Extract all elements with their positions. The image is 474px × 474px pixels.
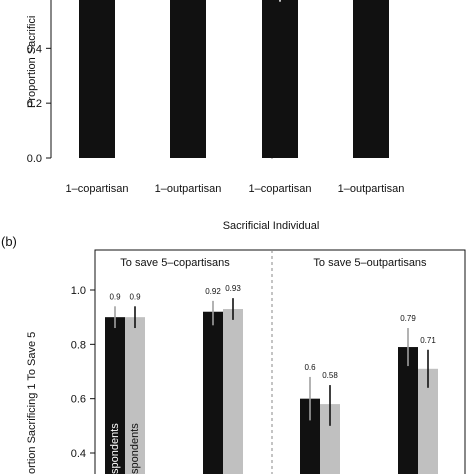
panel-a-y-ticks: 0.0 0.2 0.4 bbox=[27, 43, 51, 165]
panel-b-y-tick-label: 0.4 bbox=[71, 448, 86, 460]
panel-a-y-tick-label: 0.4 bbox=[27, 43, 42, 55]
panel-b-data-label: 0.9 bbox=[109, 292, 121, 301]
panel-b-bar-gray bbox=[125, 317, 145, 474]
panel-a: 0.00.20.4 1–copartisan 1–outpartisan 1–cop… bbox=[26, 0, 404, 232]
panel-b-group-label-copartisans: To save 5–copartisans bbox=[120, 257, 230, 269]
panel-a-x-tick-label: 1–outpartisan bbox=[338, 183, 405, 195]
panel-a-x-tick-label: 1–copartisan bbox=[249, 183, 312, 195]
panel-a-x-tick-label: 1–copartisan bbox=[66, 183, 129, 195]
panel-b-group-label-outpartisans: To save 5–outpartisans bbox=[313, 257, 427, 269]
panel-b-error-bars bbox=[114, 298, 429, 426]
panel-a-x-axis-label: Sacrificial Individual bbox=[223, 220, 320, 232]
panel-b-y-tick-label: 1.0 bbox=[71, 285, 86, 297]
panel-a-x-tick-labels: 1–copartisan 1–outpartisan 1–copartisan 1–o… bbox=[66, 183, 405, 195]
panel-a-bar bbox=[262, 0, 298, 158]
panel-b-data-label: 0.92 bbox=[205, 287, 221, 296]
panel-b-data-label: 0.6 bbox=[304, 363, 316, 372]
panel-b-bar-gray bbox=[320, 404, 340, 474]
panel-b-y-tick-label: 0.8 bbox=[71, 339, 86, 351]
panel-b-data-label: 0.9 bbox=[129, 292, 141, 301]
panel-b-bars bbox=[105, 309, 438, 474]
panel-b-data-labels: 0.9 0.9 0.92 0.93 0.6 0.58 0.79 0.71 bbox=[109, 284, 436, 380]
panel-a-y-tick-label: 0.2 bbox=[27, 98, 42, 110]
panel-b-bar-black bbox=[300, 398, 320, 474]
panel-b-bar-text-respondents-1: spondents bbox=[109, 423, 121, 474]
panel-b-label: (b) bbox=[1, 234, 17, 249]
panel-b: (b) To save 5–copartisans To save 5–outp… bbox=[1, 234, 466, 474]
panel-b-y-tick-label: 0.6 bbox=[71, 394, 86, 406]
panel-a-bar bbox=[170, 0, 206, 158]
panel-a-y-axis-label: Proportion Sacrifici bbox=[26, 16, 38, 108]
panel-b-y-ticks: 0.4 0.6 0.8 1.0 bbox=[71, 285, 95, 460]
panel-b-bar-gray bbox=[223, 309, 243, 474]
panel-b-frame bbox=[94, 249, 466, 474]
panel-b-data-label: 0.79 bbox=[400, 314, 416, 323]
panel-a-bar bbox=[353, 0, 389, 158]
panel-b-data-label: 0.58 bbox=[322, 371, 338, 380]
panel-b-data-label: 0.93 bbox=[225, 284, 241, 293]
panel-a-bars bbox=[79, 0, 389, 158]
panel-b-bar-black bbox=[203, 311, 223, 474]
panel-b-bar-gray bbox=[418, 368, 438, 474]
panel-b-y-axis-label: ortion Sacrificing 1 To Save 5 bbox=[26, 332, 38, 474]
panel-a-y-tick-label: 0.0 bbox=[27, 153, 42, 165]
panel-a-bar bbox=[79, 0, 115, 158]
panel-b-bar-text-respondents-2: spondents bbox=[129, 423, 141, 474]
panel-b-data-label: 0.71 bbox=[420, 336, 436, 345]
panel-a-x-tick-label: 1–outpartisan bbox=[155, 183, 222, 195]
panel-b-bar-black bbox=[398, 347, 418, 474]
panel-b-bar-black bbox=[105, 317, 125, 474]
